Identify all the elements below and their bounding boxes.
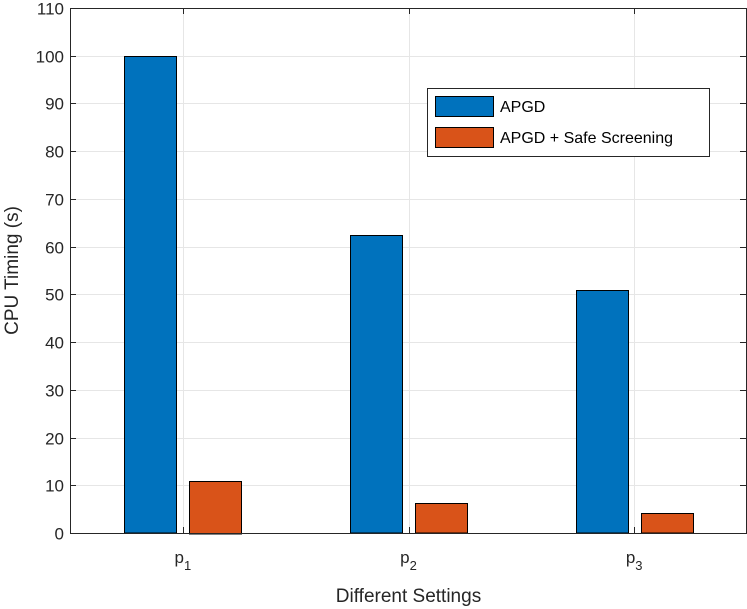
y-tick-label: 0 — [55, 525, 64, 544]
y-tick-label: 70 — [45, 191, 64, 210]
bar-apgd-p1 — [124, 56, 177, 534]
legend-label-apgd-safe-screening: APGD + Safe Screening — [500, 130, 673, 147]
y-tick-label: 90 — [45, 95, 64, 114]
legend-swatch-apgd — [435, 96, 494, 117]
y-tick-labels: 0 10 20 30 40 50 60 70 80 90 100 110 — [36, 0, 64, 544]
x-tick-label-p3: p3 — [626, 548, 643, 573]
axis-ticks — [70, 8, 746, 534]
bar-apgd-safe-screening-p1 — [189, 481, 242, 535]
x-tick-labels: p1 p2 p3 — [174, 548, 642, 573]
y-axis-label: CPU Timing (s) — [2, 206, 23, 335]
y-tick-label: 50 — [45, 286, 64, 305]
x-tick-label-p1: p1 — [174, 548, 191, 573]
bar-apgd-p3 — [576, 290, 629, 534]
bar-apgd-safe-screening-p3 — [641, 513, 694, 534]
y-tick-label: 40 — [45, 334, 64, 353]
y-tick-label: 60 — [45, 239, 64, 258]
legend: APGD APGD + Safe Screening — [427, 88, 710, 157]
bar-apgd-safe-screening-p2 — [415, 503, 468, 534]
bar-apgd-p2 — [350, 235, 403, 534]
y-tick-label: 80 — [45, 143, 64, 162]
legend-label-apgd: APGD — [500, 99, 545, 116]
y-tick-label: 10 — [45, 477, 64, 496]
x-tick-label-p2: p2 — [400, 548, 417, 573]
y-tick-label: 100 — [36, 48, 64, 67]
bars — [124, 56, 694, 535]
y-tick-label: 20 — [45, 430, 64, 449]
x-axis-label: Different Settings — [336, 586, 481, 607]
legend-swatch-apgd-safe-screening — [435, 127, 494, 148]
y-tick-label: 30 — [45, 382, 64, 401]
y-tick-label: 110 — [37, 0, 64, 19]
